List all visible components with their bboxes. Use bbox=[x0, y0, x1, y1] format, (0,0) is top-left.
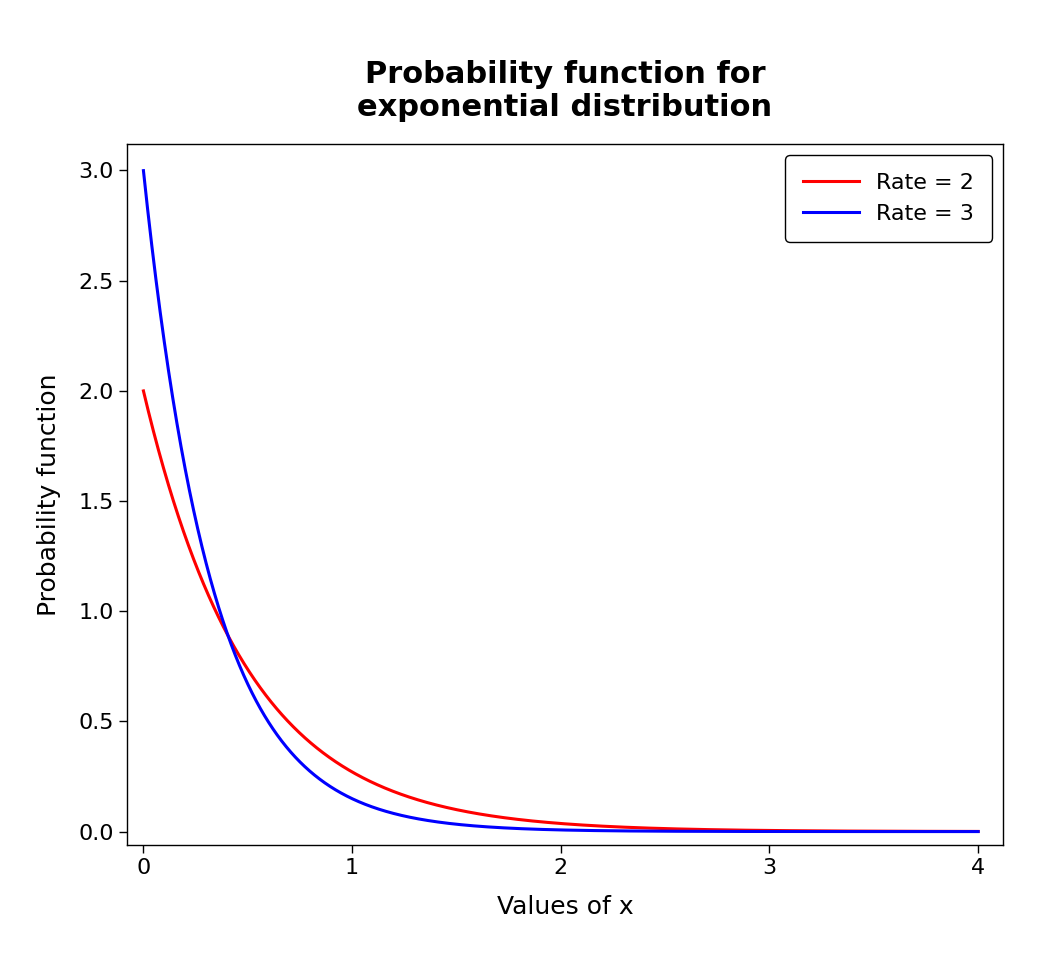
Rate = 2 bbox=[972, 826, 984, 837]
Rate = 2 bbox=[794, 825, 807, 836]
Rate = 3 bbox=[972, 826, 984, 837]
Rate = 3 bbox=[947, 826, 960, 837]
Legend: Rate = 2, Rate = 3: Rate = 2, Rate = 3 bbox=[786, 156, 992, 242]
Line: Rate = 3: Rate = 3 bbox=[144, 171, 978, 831]
Rate = 2 bbox=[521, 815, 533, 827]
Rate = 3 bbox=[137, 165, 150, 177]
Rate = 2 bbox=[543, 817, 555, 828]
Rate = 2 bbox=[947, 826, 960, 837]
Rate = 2 bbox=[137, 385, 150, 396]
Rate = 2 bbox=[180, 533, 192, 544]
Line: Rate = 2: Rate = 2 bbox=[144, 391, 978, 831]
X-axis label: Values of x: Values of x bbox=[496, 895, 634, 919]
Rate = 3 bbox=[543, 824, 555, 835]
Rate = 3 bbox=[521, 823, 533, 834]
Rate = 2 bbox=[947, 826, 960, 837]
Rate = 3 bbox=[947, 826, 960, 837]
Title: Probability function for
exponential distribution: Probability function for exponential dis… bbox=[357, 60, 773, 122]
Rate = 3 bbox=[180, 468, 192, 479]
Y-axis label: Probability function: Probability function bbox=[37, 373, 61, 615]
Rate = 3 bbox=[794, 826, 807, 837]
